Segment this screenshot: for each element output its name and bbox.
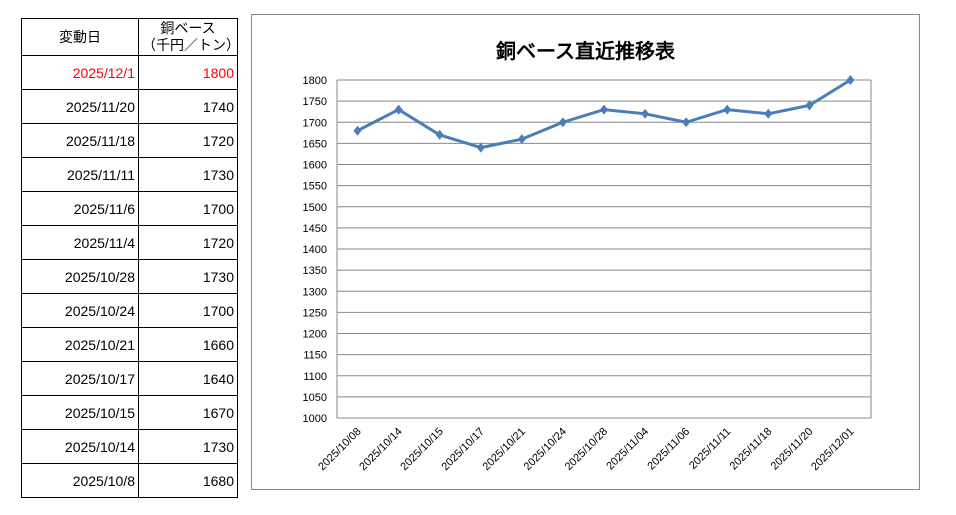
row-value: 1730 [138, 259, 238, 294]
table-row: 2025/10/8 1680 [21, 463, 238, 498]
y-tick-label: 1400 [303, 244, 327, 256]
y-tick-label: 1050 [303, 392, 327, 404]
x-tick-label: 2025/10/21 [481, 426, 528, 473]
data-point [435, 129, 444, 140]
data-point [558, 117, 567, 128]
y-tick-label: 1750 [303, 96, 327, 108]
table-row: 2025/10/24 1700 [21, 293, 238, 328]
row-date: 2025/10/17 [21, 361, 139, 396]
x-tick-label: 2025/12/01 [809, 426, 856, 473]
data-point [517, 134, 526, 145]
row-value: 1670 [138, 395, 238, 430]
table-row: 2025/10/28 1730 [21, 259, 238, 294]
x-tick-label: 2025/11/18 [728, 426, 775, 473]
x-tick-label: 2025/11/04 [604, 426, 651, 473]
table-row: 2025/12/1 1800 [21, 55, 238, 90]
y-tick-label: 1650 [303, 138, 327, 150]
table-row: 2025/10/21 1660 [21, 327, 238, 362]
y-tick-label: 1600 [303, 160, 327, 172]
y-tick-label: 1150 [303, 350, 327, 362]
y-tick-label: 1500 [303, 202, 327, 214]
y-tick-label: 1550 [303, 181, 327, 193]
table-header: 変動日 銅ベース （千円／トン） [21, 18, 240, 56]
x-tick-label: 2025/11/06 [645, 426, 692, 473]
header-value: 銅ベース （千円／トン） [138, 18, 240, 56]
chart-title: 銅ベース直近推移表 [496, 41, 675, 63]
header-date: 変動日 [21, 18, 139, 56]
table-row: 2025/11/18 1720 [21, 123, 238, 158]
row-value: 1660 [138, 327, 238, 362]
row-date: 2025/10/28 [21, 259, 139, 294]
table-row: 2025/11/11 1730 [21, 157, 238, 192]
data-point [682, 117, 691, 128]
table-row: 2025/10/15 1670 [21, 395, 238, 430]
data-point [764, 108, 773, 119]
x-tick-label: 2025/10/17 [439, 426, 486, 473]
table-row: 2025/11/6 1700 [21, 191, 238, 226]
row-value: 1720 [138, 123, 238, 158]
y-tick-label: 1250 [303, 307, 327, 319]
x-tick-label: 2025/10/28 [563, 426, 610, 473]
data-point [846, 75, 855, 85]
y-tick-label: 1450 [303, 223, 327, 235]
y-tick-label: 1350 [303, 265, 327, 277]
header-value-line2: （千円／トン） [142, 37, 240, 53]
data-point [723, 104, 732, 115]
y-tick-label: 1800 [303, 75, 327, 87]
header-value-line1: 銅ベース [160, 20, 216, 36]
x-tick-label: 2025/11/11 [687, 426, 733, 472]
row-date: 2025/11/18 [21, 123, 139, 158]
data-point [805, 100, 814, 111]
data-point [600, 104, 608, 115]
table-row: 2025/11/4 1720 [21, 225, 238, 260]
table-row: 2025/10/14 1730 [21, 429, 238, 464]
y-tick-label: 1200 [303, 329, 327, 341]
row-date: 2025/10/8 [21, 463, 139, 498]
row-value: 1700 [138, 293, 238, 328]
row-value: 1730 [138, 157, 238, 192]
y-tick-label: 1300 [303, 286, 327, 298]
data-point [476, 142, 485, 153]
table-row: 2025/10/17 1640 [21, 361, 238, 396]
row-date: 2025/10/21 [21, 327, 139, 362]
data-point [353, 125, 362, 136]
row-value: 1730 [138, 429, 238, 464]
row-date: 2025/11/6 [21, 191, 139, 226]
y-tick-label: 1100 [303, 371, 327, 383]
row-value: 1640 [138, 361, 238, 396]
row-date: 2025/11/20 [21, 89, 139, 124]
row-value: 1680 [138, 463, 238, 498]
x-tick-label: 2025/11/20 [769, 426, 816, 473]
data-point [394, 104, 403, 115]
row-date: 2025/10/15 [21, 395, 139, 430]
row-value: 1740 [138, 89, 238, 124]
chart-svg: 1000 1050 1100 1150 1200 1250 1300 1350 1400 1450… [303, 75, 872, 473]
row-date: 2025/10/24 [21, 293, 139, 328]
row-date: 2025/10/14 [21, 429, 139, 464]
table-row: 2025/11/20 1740 [21, 89, 238, 124]
y-tick-label: 1000 [303, 413, 327, 425]
x-tick-label: 2025/10/14 [357, 426, 404, 473]
row-value: 1800 [138, 55, 238, 90]
x-tick-label: 2025/10/08 [316, 426, 363, 473]
row-date: 2025/12/1 [21, 55, 139, 90]
data-point [641, 108, 650, 119]
row-date: 2025/11/4 [21, 225, 139, 260]
chart: 銅ベース直近推移表 1000 1050 1100 1150 1200 1250 1300 13… [251, 14, 920, 490]
x-tick-label: 2025/10/24 [522, 426, 569, 473]
price-table: 変動日 銅ベース （千円／トン） 2025/12/1 1800 2025/11/20 1… [21, 18, 240, 498]
row-value: 1700 [138, 191, 238, 226]
x-tick-label: 2025/10/15 [398, 426, 445, 473]
y-tick-label: 1700 [303, 117, 327, 129]
row-value: 1720 [138, 225, 238, 260]
row-date: 2025/11/11 [21, 157, 139, 192]
